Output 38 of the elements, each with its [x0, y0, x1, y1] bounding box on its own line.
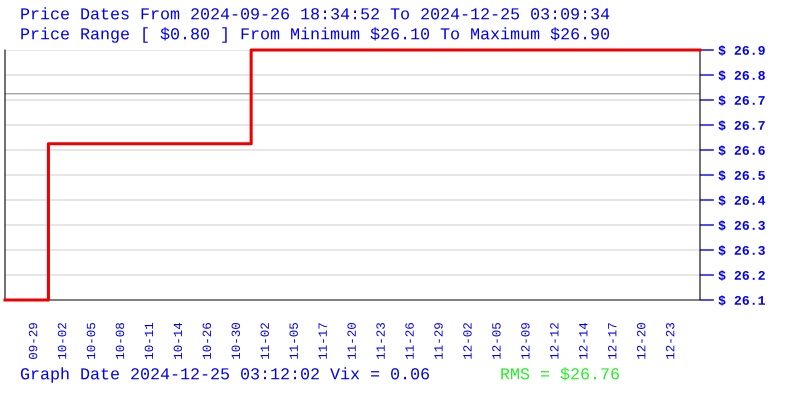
x-tick-label: 12-02 [463, 323, 472, 359]
x-tick-label: 10-08 [116, 323, 124, 359]
x-tick-label: 12-09 [521, 323, 530, 359]
x-tick-label: 11-17 [318, 323, 327, 359]
x-tick-label: 11-05 [289, 323, 298, 359]
text: Graph Date 2024-12-25 03:12:02 Vix = 0.06 [20, 367, 429, 383]
x-tick-label: 10-05 [86, 323, 96, 359]
y-tick-label: $ 26.7 [718, 95, 765, 106]
x-tick-label: 12-14 [579, 322, 588, 359]
y-tick-label: $ 26.3 [718, 220, 765, 231]
y-tick-label: $ 26.5 [718, 170, 765, 181]
y-tick-label: $ 26.6 [718, 145, 765, 156]
x-tick-label: 11-20 [347, 322, 356, 359]
x-tick-label: 12-20 [636, 322, 646, 359]
x-tick-label: 12-17 [608, 323, 616, 359]
x-tick-label: 10-30 [232, 322, 240, 359]
y-tick-label: $ 26.3 [718, 245, 765, 256]
x-tick-label: 11-23 [376, 323, 385, 359]
x-tick-label: 09-29 [28, 323, 38, 359]
x-tick-label: 11-02 [260, 323, 269, 359]
chart-title: Price Dates From 2024-09-26 18:34:52 To 2024-12-25 03:09:34 [21, 7, 610, 20]
y-tick-label: $ 26.9 [718, 45, 765, 56]
chart-subtitle: Price Range [ $0.80 ] From Minimum $26.10 To Maximum $26.90 [21, 27, 610, 43]
y-tick-label: $ 26.2 [718, 270, 765, 281]
x-tick-label: 11-29 [434, 323, 443, 359]
x-tick-label: 12-23 [666, 323, 674, 359]
x-tick-label: 10-26 [202, 323, 212, 359]
text: RMS = $26.76 [501, 367, 619, 380]
x-tick-label: 10-02 [58, 323, 66, 359]
y-tick-label: $ 26.1 [718, 295, 766, 306]
x-tick-label: 12-12 [550, 323, 558, 359]
y-tick-label: $ 26.8 [718, 70, 765, 81]
x-tick-label: 10-11 [144, 322, 154, 359]
x-tick-label: 12-05 [492, 323, 501, 359]
y-tick-label: $ 26.4 [718, 195, 766, 206]
y-tick-label: $ 26.7 [718, 120, 765, 131]
x-tick-label: 11-26 [405, 323, 414, 359]
x-tick-label: 10-14 [174, 322, 182, 359]
